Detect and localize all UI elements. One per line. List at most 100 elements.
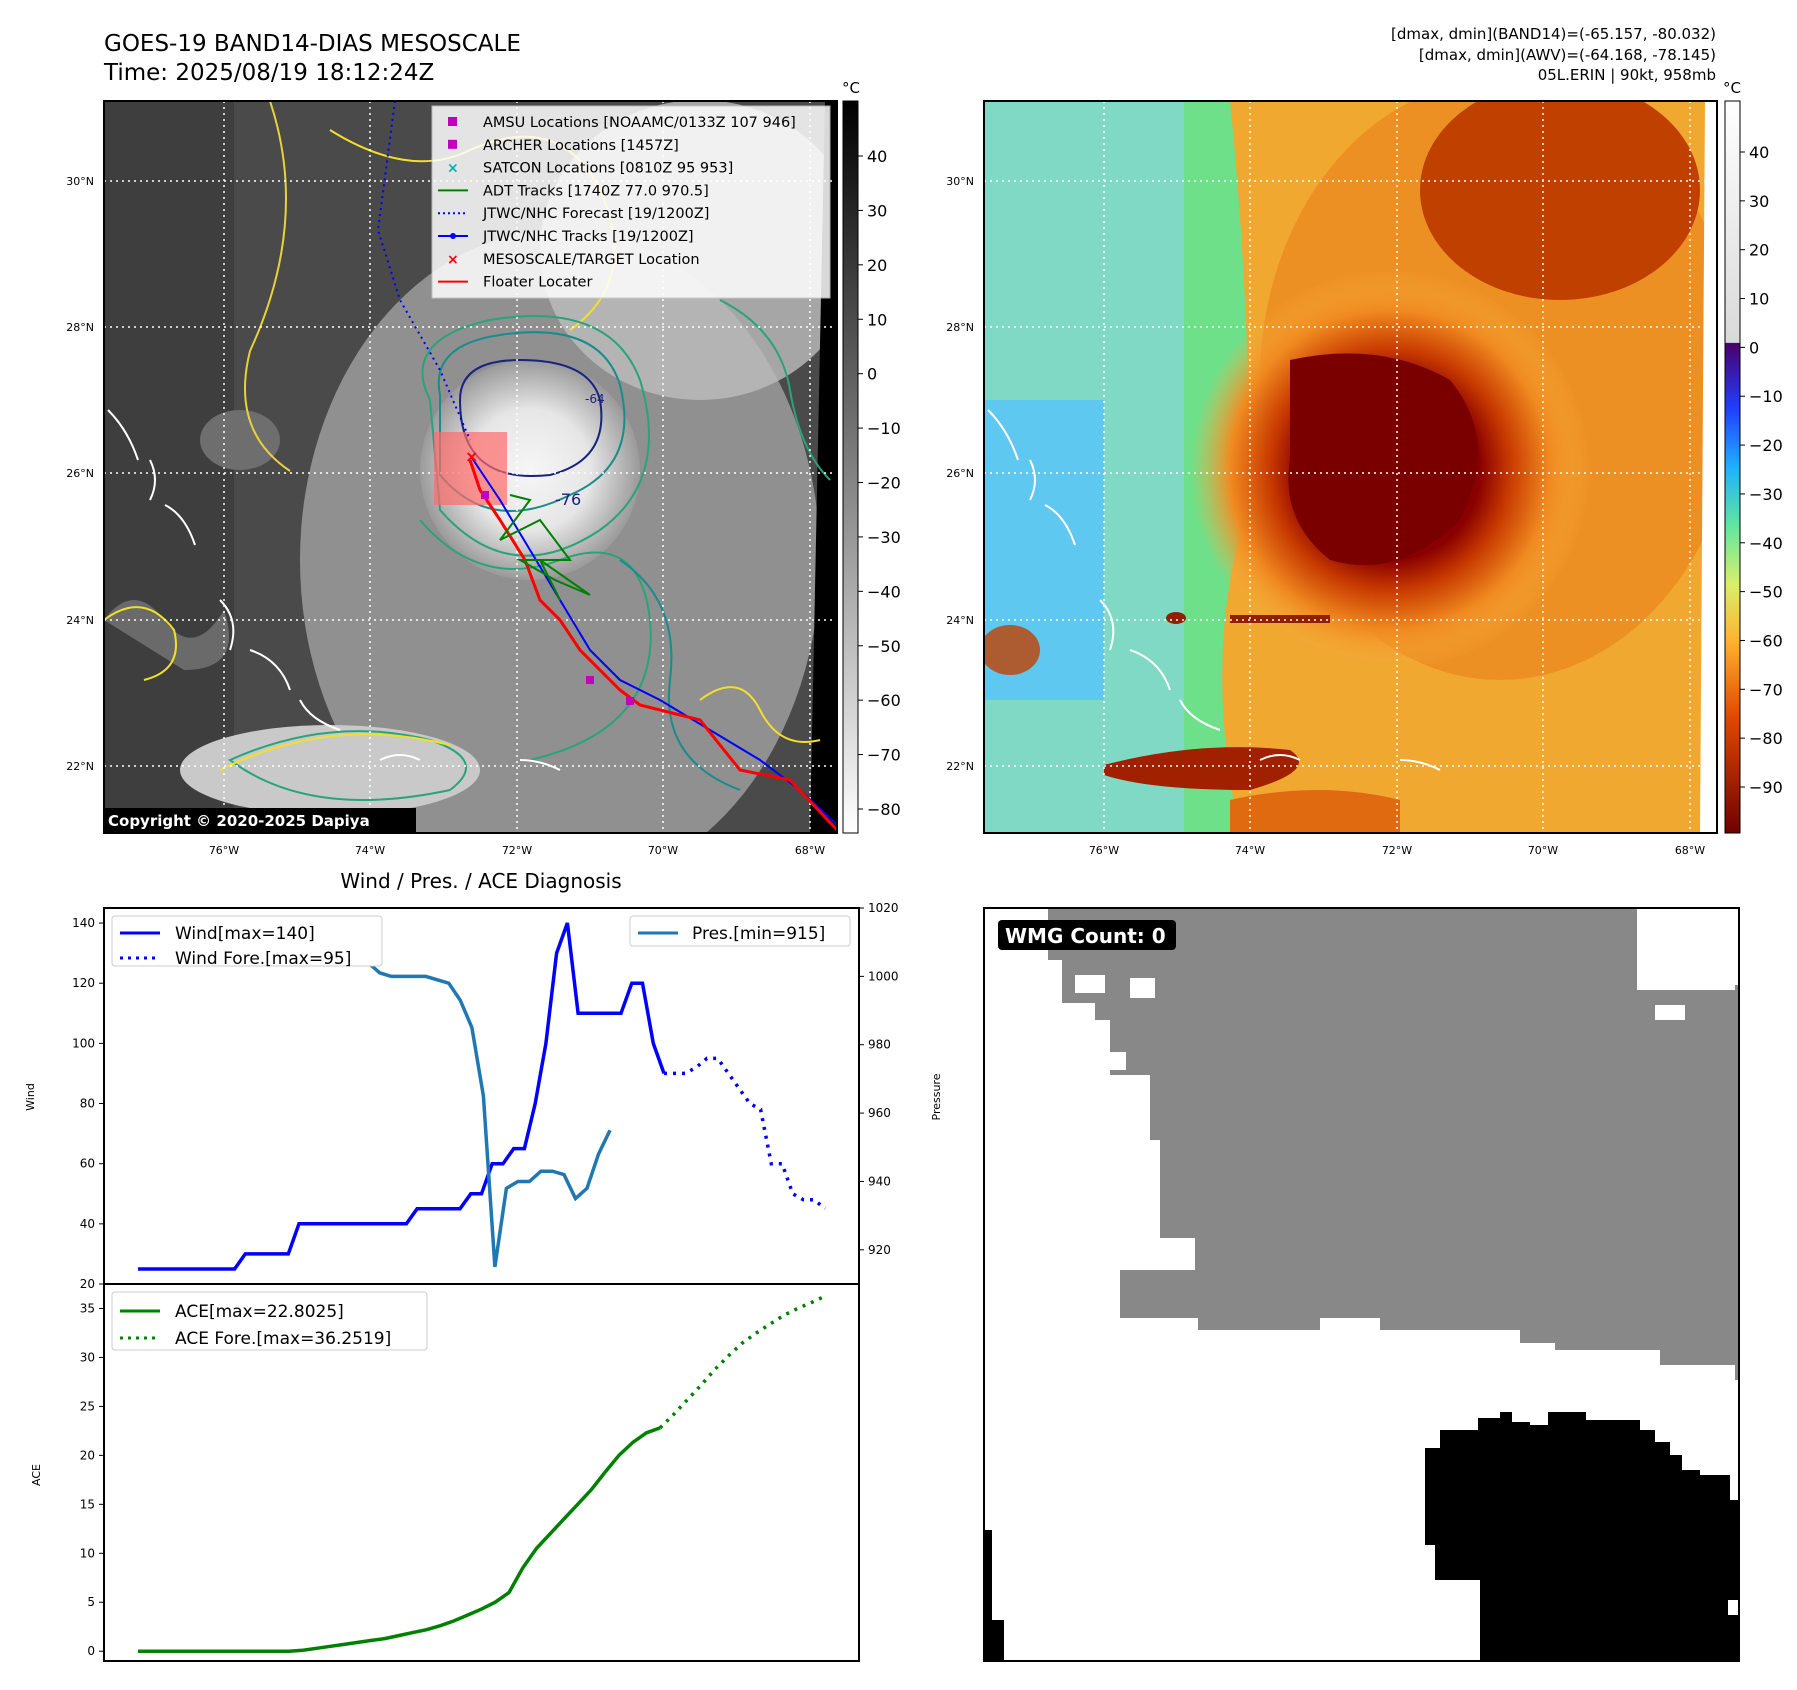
pressure-axis-label: Pressure	[930, 1073, 943, 1120]
lat-label: 30°N	[66, 175, 94, 188]
info-line-2: [dmax, dmin](AWV)=(-64.168, -78.145)	[1419, 46, 1716, 64]
lon-label: 70°W	[648, 844, 678, 857]
legend-x-icon: ×	[447, 252, 459, 268]
lat-label: 26°N	[66, 467, 94, 480]
colorbar-tick-label: 0	[867, 365, 877, 384]
contour-label-2: -64	[585, 392, 605, 406]
lat-label: 22°N	[66, 760, 94, 773]
ace-axis-label: ACE	[30, 1464, 43, 1486]
wind-tick-label: 120	[72, 976, 95, 990]
wind-pressure-axes	[103, 907, 860, 1285]
map-legend-item: AMSU Locations [NOAAMC/0133Z 107 946]	[448, 115, 796, 131]
map-legend-label: Floater Locater	[483, 275, 592, 291]
wind-tick-label: 140	[72, 916, 95, 930]
ace-tick-label: 0	[87, 1644, 95, 1658]
colorbar-tick-label: 20	[867, 256, 887, 275]
colorbar-tick-label: 30	[1749, 192, 1769, 211]
colorbar-left	[842, 100, 859, 834]
lon-label: 68°W	[1675, 844, 1705, 857]
wind-tick-label: 60	[80, 1157, 95, 1171]
colorbar-tick-label: −10	[867, 419, 901, 438]
legend-dot-icon	[450, 233, 456, 239]
map-legend-item: Floater Locater	[438, 275, 592, 291]
floater-track	[468, 459, 837, 832]
map-legend: AMSU Locations [NOAAMC/0133Z 107 946] ARC…	[431, 105, 831, 299]
colorbar-right-unit: °C	[1723, 79, 1741, 97]
map-legend-item: × SATCON Locations [0810Z 95 953]	[447, 161, 733, 177]
legend-square-icon	[448, 117, 457, 126]
lat-label: 30°N	[946, 175, 974, 188]
legend-pressure: Pres.[min=915]	[692, 924, 825, 944]
colorbar-tick-label: −70	[867, 746, 901, 765]
title-line-1: GOES-19 BAND14-DIAS MESOSCALE	[104, 31, 521, 57]
map-legend-label: JTWC/NHC Tracks [19/1200Z]	[482, 229, 694, 245]
colorbar-tick-label: −80	[867, 800, 901, 819]
wind-forecast-line	[664, 1056, 827, 1211]
adt-track	[499, 494, 591, 601]
lon-label: 74°W	[1235, 844, 1265, 857]
wmg-mask-panel: WMG Count: 0	[984, 908, 1739, 1661]
pressure-legend: Pres.[min=915]	[629, 915, 851, 947]
jtwc-track	[469, 454, 837, 826]
info-line-1: [dmax, dmin](BAND14)=(-65.157, -80.032)	[1391, 25, 1716, 43]
colorbar-right	[1724, 100, 1741, 834]
colorbar-tick-label: −30	[867, 528, 901, 547]
ace-legend: ACE[max=22.8025] ACE Fore.[max=36.2519]	[111, 1291, 428, 1351]
colorbar-tick-label: −20	[1749, 436, 1783, 455]
ace-tick-label: 20	[80, 1448, 95, 1462]
colorbar-tick-label: 20	[1749, 241, 1769, 260]
map-legend-label: SATCON Locations [0810Z 95 953]	[483, 161, 733, 177]
ace-line	[138, 1426, 661, 1653]
wmg-count-label: WMG Count: 0	[1005, 924, 1166, 948]
awv-map-panel	[984, 101, 1717, 833]
colorbar-tick-label: 30	[867, 201, 887, 220]
lon-label: 68°W	[795, 844, 825, 857]
wind-tick-label: 20	[80, 1277, 95, 1291]
legend-ace: ACE[max=22.8025]	[175, 1302, 344, 1322]
map-legend-item: JTWC/NHC Forecast [19/1200Z]	[438, 206, 709, 222]
lat-label: 28°N	[946, 321, 974, 334]
map-legend-label: AMSU Locations [NOAAMC/0133Z 107 946]	[483, 115, 796, 131]
colorbar-tick-label: −70	[1749, 680, 1783, 699]
pressure-tick-label: 980	[868, 1038, 891, 1052]
colorbar-tick-label: 0	[1749, 338, 1759, 357]
map-legend-label: JTWC/NHC Forecast [19/1200Z]	[482, 206, 709, 222]
colorbar-tick-label: −20	[867, 474, 901, 493]
pressure-tick-label: 1020	[868, 901, 899, 915]
colorbar-tick-label: 40	[1749, 143, 1769, 162]
pressure-tick-label: 1000	[868, 969, 899, 983]
colorbar-tick-label: −50	[1749, 583, 1783, 602]
map-legend-item: JTWC/NHC Tracks [19/1200Z]	[438, 229, 694, 245]
colorbar-tick-label: −40	[867, 582, 901, 601]
colorbar-tick-label: −80	[1749, 729, 1783, 748]
pressure-tick-label: 920	[868, 1243, 891, 1257]
lon-label: 76°W	[1089, 844, 1119, 857]
wind-axis-label: Wind	[24, 1083, 37, 1111]
lat-label: 28°N	[66, 321, 94, 334]
pressure-tick-label: 960	[868, 1106, 891, 1120]
ace-tick-label: 5	[87, 1595, 95, 1609]
wind-tick-label: 100	[72, 1036, 95, 1050]
ace-tick-label: 10	[80, 1546, 95, 1560]
lat-label: 26°N	[946, 467, 974, 480]
legend-ace-fore: ACE Fore.[max=36.2519]	[175, 1329, 391, 1349]
colorbar-tick-label: 40	[867, 147, 887, 166]
map-legend-label: ARCHER Locations [1457Z]	[483, 138, 679, 154]
colorbar-tick-label: −50	[867, 637, 901, 656]
wind-tick-label: 80	[80, 1097, 95, 1111]
lon-label: 70°W	[1528, 844, 1558, 857]
lat-label: 24°N	[946, 614, 974, 627]
colorbar-tick-label: −10	[1749, 387, 1783, 406]
ace-forecast-line	[658, 1294, 826, 1430]
map-legend-item: × MESOSCALE/TARGET Location	[447, 252, 700, 268]
diagnosis-title: Wind / Pres. / ACE Diagnosis	[340, 869, 621, 893]
lat-label: 24°N	[66, 614, 94, 627]
lon-label: 74°W	[355, 844, 385, 857]
target-marker: ×	[465, 447, 478, 466]
colorbar-tick-label: −40	[1749, 534, 1783, 553]
colorbar-tick-label: −30	[1749, 485, 1783, 504]
map-legend-item: ARCHER Locations [1457Z]	[448, 138, 679, 154]
legend-x-icon: ×	[447, 161, 459, 177]
copyright-label: Copyright © 2020-2025 Dapiya	[108, 812, 370, 830]
wind-legend: Wind[max=140] Wind Fore.[max=95]	[111, 915, 383, 969]
